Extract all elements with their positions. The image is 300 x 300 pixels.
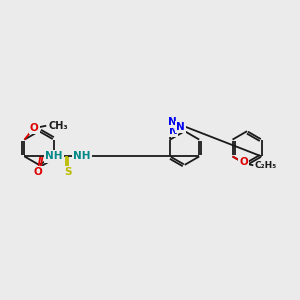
Text: CH₃: CH₃ xyxy=(48,121,68,131)
Text: O: O xyxy=(34,167,43,177)
Text: O: O xyxy=(30,123,39,133)
Text: N: N xyxy=(169,126,177,136)
Text: S: S xyxy=(64,167,72,177)
Text: NH: NH xyxy=(73,152,91,161)
Text: N: N xyxy=(168,117,177,127)
Text: N: N xyxy=(176,122,184,132)
Text: NH: NH xyxy=(45,152,63,161)
Text: O: O xyxy=(239,158,248,167)
Text: C₂H₅: C₂H₅ xyxy=(254,161,277,170)
